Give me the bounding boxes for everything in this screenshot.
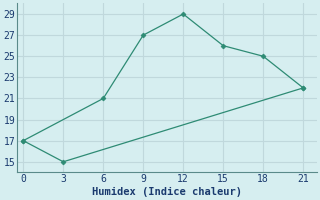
X-axis label: Humidex (Indice chaleur): Humidex (Indice chaleur) bbox=[92, 186, 242, 197]
